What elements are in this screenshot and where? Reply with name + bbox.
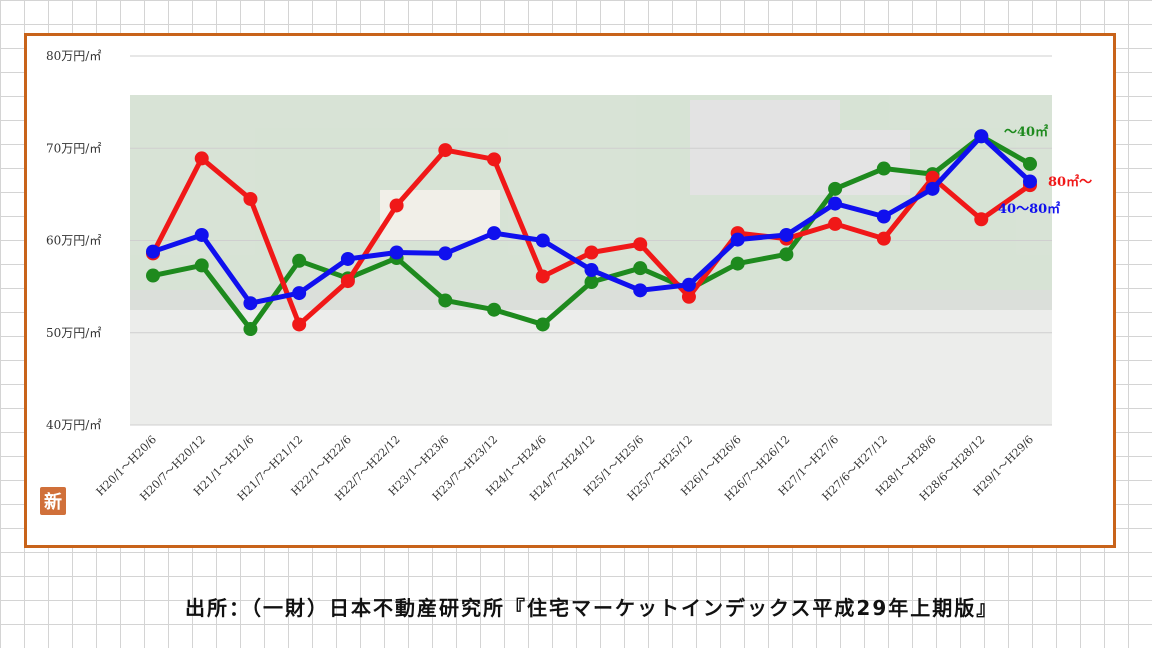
data-point [292, 253, 307, 268]
data-point [487, 302, 502, 317]
data-point [633, 283, 648, 298]
data-point [292, 317, 307, 332]
data-point [340, 274, 355, 289]
data-point [146, 268, 160, 283]
data-point [876, 231, 891, 246]
data-point [146, 244, 160, 259]
data-point [974, 129, 989, 144]
data-point [584, 263, 599, 278]
data-point [828, 181, 843, 196]
data-point [876, 161, 891, 176]
y-tick-label: 80万円/㎡ [46, 49, 101, 63]
data-point [438, 293, 453, 308]
data-point [730, 232, 745, 247]
data-point [1023, 174, 1037, 189]
data-point [584, 245, 599, 260]
series-label: ～40㎡ [1004, 124, 1048, 140]
data-point [194, 258, 209, 273]
x-axis-ticks: H20/1～H20/6H20/7～H20/12H21/1～H21/6H21/7～… [94, 433, 1036, 503]
data-point [243, 191, 258, 206]
y-tick-label: 40万円/㎡ [46, 418, 101, 432]
data-point [633, 237, 648, 252]
data-point [925, 170, 940, 185]
data-point [389, 245, 404, 260]
series-label: 40～80㎡ [998, 201, 1060, 217]
data-point [681, 289, 696, 304]
y-tick-label: 60万円/㎡ [46, 234, 101, 248]
y-axis-ticks: 80万円/㎡ 70万円/㎡ 60万円/㎡ 50万円/㎡ 40万円/㎡ [46, 49, 101, 432]
data-point [243, 296, 258, 311]
data-point [925, 181, 940, 196]
series-group [146, 129, 1037, 337]
data-point [779, 227, 794, 242]
data-point [194, 227, 209, 242]
data-point [730, 256, 745, 271]
data-point [292, 286, 307, 301]
data-point [779, 247, 794, 262]
background-photo [130, 95, 1052, 425]
data-point [535, 233, 550, 248]
data-point [974, 212, 989, 227]
data-point [535, 269, 550, 284]
data-point [438, 143, 453, 158]
data-point [828, 216, 843, 231]
y-tick-label: 70万円/㎡ [46, 141, 101, 155]
data-point [681, 277, 696, 292]
chart-frame [24, 33, 1116, 548]
data-point [633, 261, 648, 276]
data-point [1023, 156, 1037, 171]
data-point [584, 275, 599, 290]
new-badge: 新 [40, 487, 66, 515]
data-point [487, 226, 502, 241]
y-tick-label: 50万円/㎡ [46, 326, 101, 340]
data-point [876, 209, 891, 224]
data-point [487, 152, 502, 167]
source-caption: 出所：（一財）日本不動産研究所『住宅マーケットインデックス平成29年上期版』 [185, 596, 999, 620]
grid-lines [130, 55, 1052, 426]
series-label: 80㎡～ [1048, 174, 1092, 190]
data-point [243, 322, 258, 337]
data-point [389, 198, 404, 213]
data-point [535, 317, 550, 332]
data-point [438, 246, 453, 261]
data-point [828, 196, 843, 211]
data-point [340, 251, 355, 266]
data-point [194, 151, 209, 166]
series-labels: ～40㎡ 80㎡～ 40～80㎡ [998, 124, 1092, 217]
